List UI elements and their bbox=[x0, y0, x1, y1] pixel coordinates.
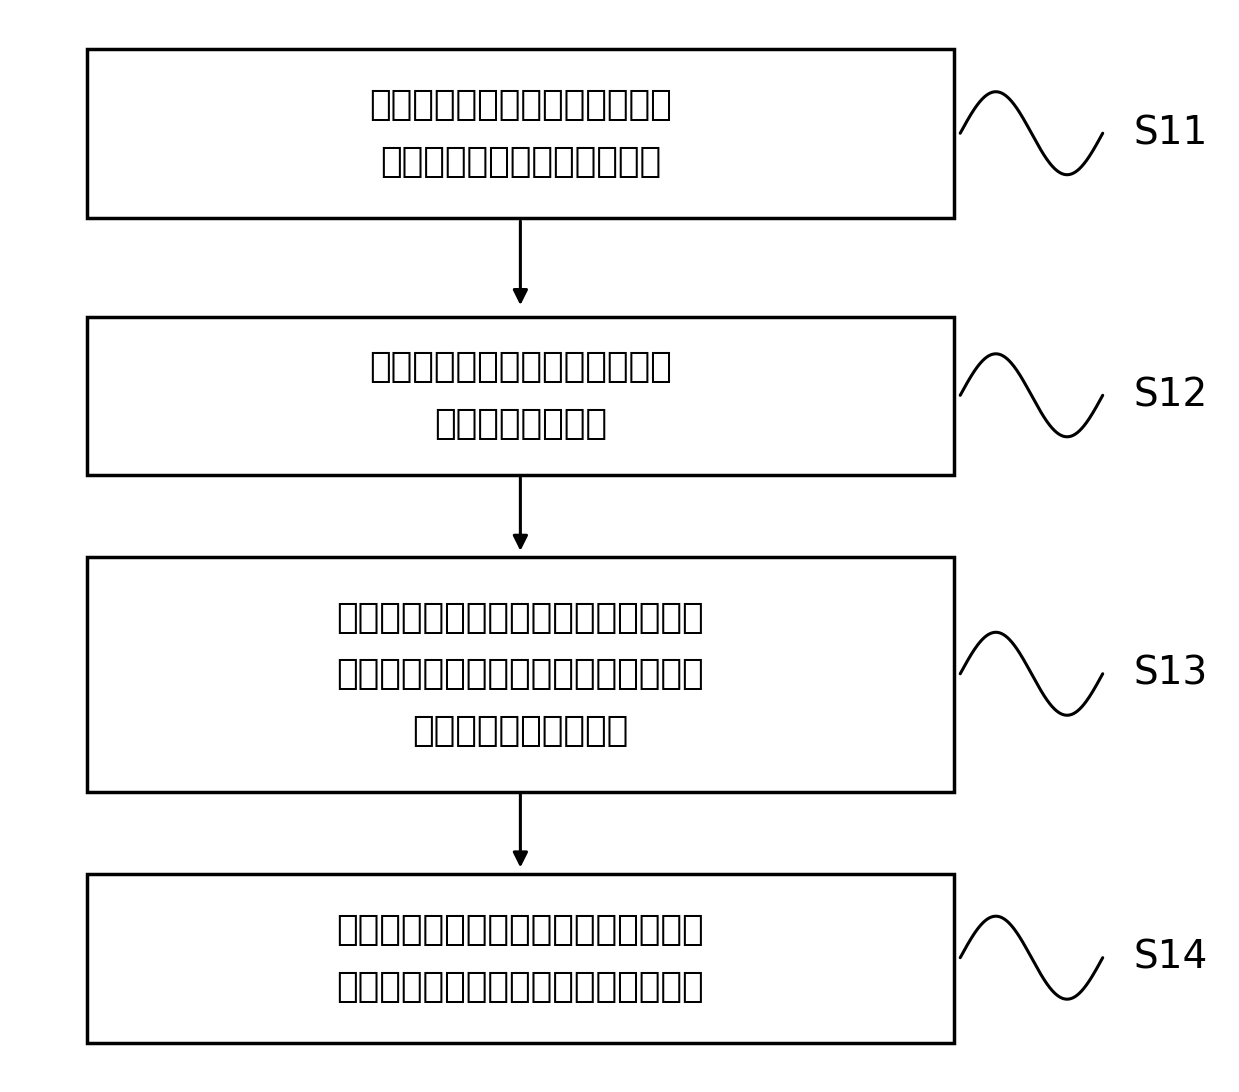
Text: S11: S11 bbox=[1134, 115, 1208, 152]
Text: 数，确定对应的第一参考布局图，以及: 数，确定对应的第一参考布局图，以及 bbox=[337, 657, 704, 691]
Text: 根据所述第一对象类别和所述房间的参: 根据所述第一对象类别和所述房间的参 bbox=[337, 601, 704, 634]
FancyBboxPatch shape bbox=[87, 49, 954, 218]
Text: S13: S13 bbox=[1134, 655, 1208, 692]
Text: S12: S12 bbox=[1134, 377, 1208, 414]
Text: S14: S14 bbox=[1134, 939, 1208, 976]
Text: 根据所述第一行为语义，得到对: 根据所述第一行为语义，得到对 bbox=[369, 351, 672, 384]
FancyBboxPatch shape bbox=[87, 874, 954, 1043]
Text: 房间中对象的三维模型: 房间中对象的三维模型 bbox=[413, 714, 628, 748]
Text: 应的第一对象类别: 应的第一对象类别 bbox=[434, 407, 607, 441]
Text: 根据输入的信息，确定房间、所: 根据输入的信息，确定房间、所 bbox=[369, 88, 672, 122]
Text: 述房间的参数和第一行为语义: 述房间的参数和第一行为语义 bbox=[380, 145, 660, 179]
FancyBboxPatch shape bbox=[87, 557, 954, 792]
FancyBboxPatch shape bbox=[87, 317, 954, 475]
Text: 型，引导生成所述房间的室内三维场景: 型，引导生成所述房间的室内三维场景 bbox=[337, 970, 704, 1004]
Text: 根据所述第一参考布局图和所述三维模: 根据所述第一参考布局图和所述三维模 bbox=[337, 913, 704, 947]
